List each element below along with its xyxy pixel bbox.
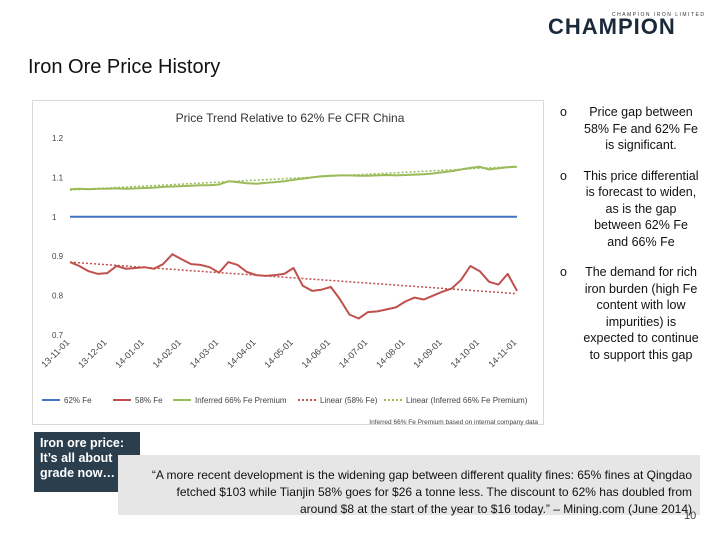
logo-tagline: CHAMPION IRON LIMITED: [612, 12, 706, 18]
y-tick-label: 0.7: [52, 331, 64, 340]
x-tick-label: 14-02-01: [151, 337, 184, 370]
legend-label: 62% Fe: [64, 396, 92, 405]
x-tick-label: 14-05-01: [262, 337, 295, 370]
x-tick-label: 14-01-01: [113, 337, 146, 370]
bullet: Price gap between 58% Fe and 62% Fe is s…: [560, 104, 700, 154]
legend-label: 58% Fe: [135, 396, 163, 405]
quote: “A more recent development is the wideni…: [118, 455, 700, 516]
x-tick-label: 14-03-01: [188, 337, 221, 370]
slide-title: Iron Ore Price History: [28, 56, 221, 78]
x-tick-label: 14-11-01: [486, 337, 518, 369]
legend-label: Linear (58% Fe): [320, 396, 378, 405]
series-line: [69, 261, 518, 295]
x-tick-label: 14-10-01: [449, 337, 482, 370]
y-tick-label: 0.8: [52, 292, 64, 301]
chart-footnote: Inferred 66% Fe Premium based on interna…: [369, 419, 538, 426]
chart: Price Trend Relative to 62% Fe CFR China…: [39, 111, 538, 426]
x-tick-label: 13-12-01: [76, 337, 109, 370]
legend-label: Linear (Inferred 66% Fe Premium): [406, 396, 528, 405]
chart-title: Price Trend Relative to 62% Fe CFR China: [176, 111, 405, 125]
x-tick-label: 14-08-01: [374, 337, 407, 370]
bullet-list: Price gap between 58% Fe and 62% Fe is s…: [560, 104, 700, 377]
y-tick-label: 0.9: [52, 252, 64, 261]
y-tick-label: 1: [52, 213, 57, 222]
y-tick-label: 1.1: [52, 173, 64, 182]
x-tick-label: 14-04-01: [225, 337, 258, 370]
x-tick-label: 13-11-01: [39, 337, 71, 369]
bullet: This price differential is forecast to w…: [560, 168, 700, 251]
logo: CHAMPION: [548, 14, 676, 39]
series-line: [69, 165, 518, 191]
series-line: [69, 253, 518, 320]
series-line: [69, 165, 518, 191]
x-tick-label: 14-06-01: [300, 337, 333, 370]
y-tick-label: 1.2: [52, 134, 64, 143]
page-number: 10: [684, 510, 697, 522]
x-tick-label: 14-07-01: [337, 337, 370, 370]
x-tick-label: 14-09-01: [411, 337, 444, 370]
chart-frame: [32, 100, 544, 425]
bullet: The demand for rich iron burden (high Fe…: [560, 264, 700, 363]
legend-label: Inferred 66% Fe Premium: [195, 396, 287, 405]
